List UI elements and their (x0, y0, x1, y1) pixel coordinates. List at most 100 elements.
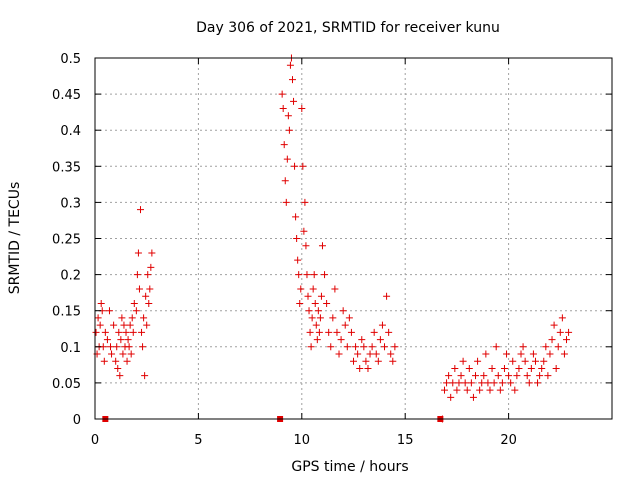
data-point (312, 321, 320, 329)
data-point (376, 336, 384, 344)
data-point (486, 386, 494, 394)
data-point (122, 328, 130, 336)
data-point (352, 343, 360, 351)
data-point (119, 350, 127, 358)
chart-title: Day 306 of 2021, SRMTID for receiver kun… (196, 20, 500, 36)
y-axis-title: SRMTID / TECUs (7, 182, 23, 295)
data-point (307, 343, 315, 351)
y-tick-label: 0 (73, 413, 81, 428)
data-point (290, 97, 298, 105)
data-point (101, 328, 109, 336)
y-tick-label: 0.25 (52, 233, 81, 248)
data-point (138, 328, 146, 336)
data-point (297, 285, 305, 293)
data-point (146, 285, 154, 293)
data-point (457, 372, 465, 380)
x-axis-title: GPS time / hours (291, 459, 408, 475)
data-point (126, 321, 134, 329)
data-point (509, 357, 517, 365)
data-point (538, 364, 546, 372)
data-point (308, 314, 316, 322)
data-point (310, 271, 318, 279)
data-point (503, 350, 511, 358)
data-point (461, 379, 469, 387)
data-point (147, 263, 155, 271)
data-point (288, 76, 296, 84)
data-point (560, 350, 568, 358)
data-point (519, 343, 527, 351)
data-point (383, 292, 391, 300)
data-point (300, 227, 308, 235)
data-point (362, 357, 370, 365)
data-point (467, 379, 475, 387)
data-point (107, 343, 115, 351)
data-points (92, 54, 573, 423)
data-point (140, 314, 148, 322)
data-point (284, 112, 292, 120)
data-point (445, 372, 453, 380)
data-point (133, 271, 141, 279)
data-point (525, 379, 533, 387)
data-point (298, 105, 306, 113)
data-point (449, 379, 457, 387)
data-point (315, 328, 323, 336)
data-point (498, 379, 506, 387)
x-tick-label: 10 (294, 433, 311, 448)
data-point (459, 357, 467, 365)
data-point (534, 379, 542, 387)
data-point (280, 141, 288, 149)
data-point (440, 386, 448, 394)
data-point (148, 249, 156, 257)
axis-ticks: 0 0.05 0.1 0.15 0.2 0.25 0.3 0.35 0.4 0.45 0.5 0 5 10… (52, 52, 612, 448)
data-point (521, 357, 529, 365)
data-point (354, 350, 362, 358)
data-point (482, 350, 490, 358)
data-point (391, 343, 399, 351)
data-point (130, 299, 138, 307)
y-tick-label: 0.15 (52, 305, 81, 320)
data-point (314, 307, 322, 315)
data-point (294, 256, 302, 264)
data-point (540, 357, 548, 365)
data-point (291, 162, 299, 170)
y-tick-label: 0.4 (60, 124, 81, 139)
data-point (494, 372, 502, 380)
data-point (143, 321, 151, 329)
data-point (278, 90, 286, 98)
data-point (110, 321, 118, 329)
data-point (496, 386, 504, 394)
data-point (94, 314, 102, 322)
data-point (299, 162, 307, 170)
data-point (142, 292, 150, 300)
data-point (565, 328, 573, 336)
data-point (331, 285, 339, 293)
grid-lines (95, 58, 612, 419)
data-point (463, 386, 471, 394)
y-tick-label: 0.5 (60, 52, 81, 67)
data-point (316, 314, 324, 322)
data-point (527, 364, 535, 372)
data-point (128, 314, 136, 322)
data-point (476, 386, 484, 394)
data-point (474, 357, 482, 365)
data-point (318, 242, 326, 250)
data-point (125, 343, 133, 351)
data-point (100, 357, 108, 365)
y-tick-label: 0.45 (52, 88, 81, 103)
plot-frame (94, 57, 613, 420)
data-point (374, 357, 382, 365)
data-point (558, 314, 566, 322)
y-tick-label: 0.3 (60, 196, 81, 211)
data-point (455, 379, 463, 387)
data-point (517, 350, 525, 358)
data-point (370, 328, 378, 336)
data-point (124, 336, 132, 344)
data-point (301, 198, 309, 206)
data-point (103, 336, 111, 344)
data-point (531, 357, 539, 365)
data-point (465, 364, 473, 372)
data-point (447, 393, 455, 401)
data-point (321, 271, 329, 279)
data-point (544, 372, 552, 380)
data-point (350, 357, 357, 365)
